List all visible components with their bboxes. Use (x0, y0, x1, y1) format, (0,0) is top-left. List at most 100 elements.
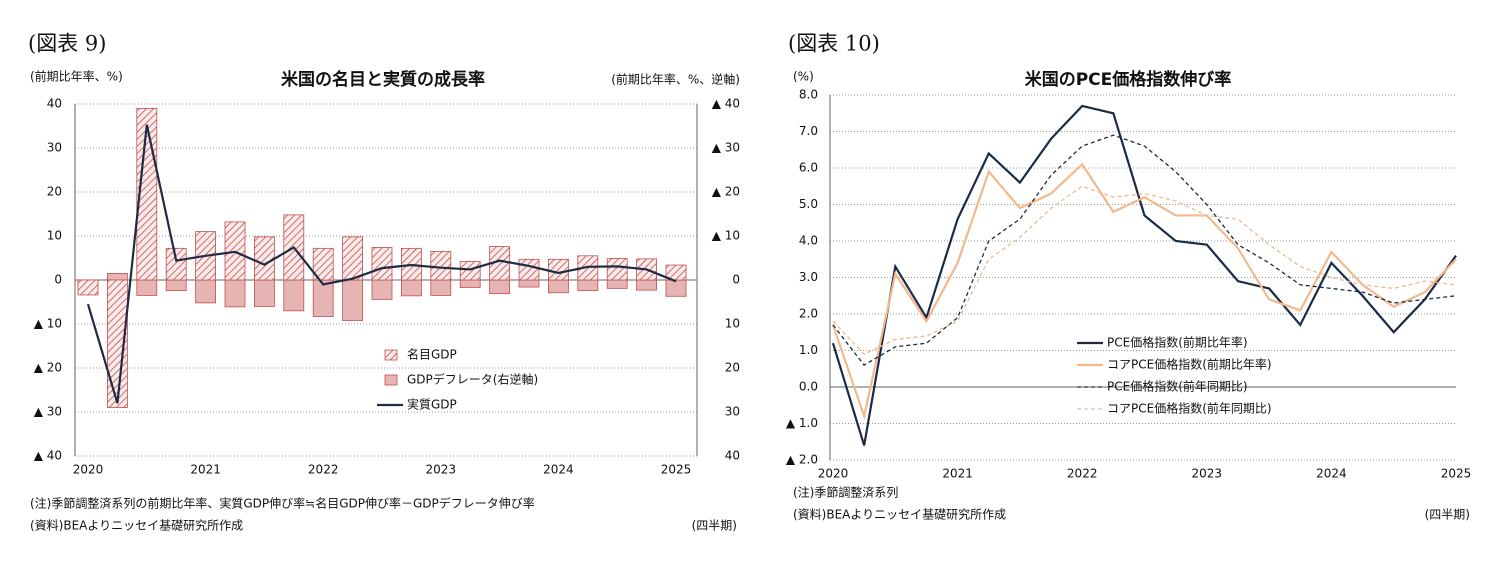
y-tick-label: 6.0 (799, 161, 818, 175)
y-tick-label: 1.0 (799, 343, 818, 357)
x-tick-label: 2023 (426, 463, 457, 477)
y2-tick-label: 20 (725, 361, 740, 375)
y2-tick-label: ▲ 20 (712, 185, 740, 199)
bar (606, 279, 628, 289)
bar (342, 279, 364, 321)
bar (342, 236, 364, 281)
x-tick-label: 2023 (1192, 467, 1223, 481)
bar (107, 272, 128, 281)
bar (195, 279, 217, 304)
y-tick-label: 4.0 (799, 234, 818, 248)
y-tick-label: 3.0 (799, 270, 818, 284)
y-axis-label: (%) (793, 70, 814, 84)
y-tick-label: ▲ 10 (34, 317, 62, 331)
y-axis-label: (前期比年率、%) (30, 69, 123, 84)
note: (注)季節調整済系列の前期比年率、実質GDP伸び率≒名目GDP伸び率－GDPデフ… (30, 496, 535, 511)
legend-label: 名目GDP (407, 347, 457, 362)
bar (253, 279, 275, 307)
x-tick-label: 2022 (308, 463, 339, 477)
chart-title: 米国のPCE価格指数伸び率 (1025, 69, 1232, 90)
bar (606, 258, 628, 281)
bar (283, 279, 305, 312)
line-series (832, 134, 1457, 366)
bar (518, 279, 540, 288)
legend-label: PCE価格指数(前年同期比) (1107, 379, 1248, 394)
bar (636, 279, 657, 291)
bar (665, 279, 687, 297)
bar (430, 279, 452, 296)
chart-title: 米国の名目と実質の成長率 (281, 69, 485, 90)
legend-swatch (384, 349, 398, 361)
y-tick-label: 0.0 (799, 380, 818, 394)
x-tick-label: 2022 (1067, 467, 1098, 481)
legend-label: コアPCE価格指数(前年同期比) (1107, 401, 1272, 416)
y2-tick-label: 10 (725, 317, 740, 331)
y-tick-label: 10 (47, 229, 62, 243)
y-tick-label: 8.0 (799, 88, 818, 102)
bar (577, 279, 599, 291)
bar (77, 279, 99, 296)
y2-tick-label: 0 (732, 273, 740, 287)
note: (資料)BEAよりニッセイ基礎研究所作成 (793, 507, 1006, 522)
legend-swatch (384, 374, 398, 386)
line-series (831, 104, 1457, 446)
bar (430, 250, 452, 281)
line-series (86, 124, 677, 404)
y-tick-label: 5.0 (799, 197, 818, 211)
bar (489, 279, 511, 295)
bar (165, 247, 187, 281)
legend-label: GDPデフレータ(右逆軸) (407, 372, 538, 387)
x-unit: (四半期) (1425, 508, 1470, 522)
x-tick-label: 2020 (818, 467, 849, 481)
y-tick-label: 2.0 (799, 307, 818, 321)
x-tick-label: 2024 (1316, 467, 1347, 481)
bar (371, 279, 393, 300)
x-unit: (四半期) (692, 519, 737, 533)
y-tick-label: ▲ 2.0 (786, 453, 818, 467)
bar (253, 236, 275, 281)
figure-label: (図表 9) (28, 32, 106, 56)
note: (注)季節調整済系列 (793, 485, 898, 500)
y-tick-label: ▲ 40 (34, 449, 62, 463)
y-tick-label: 30 (47, 141, 62, 155)
x-tick-label: 2024 (543, 463, 574, 477)
bar (548, 258, 569, 281)
note: (資料)BEAよりニッセイ基礎研究所作成 (30, 518, 243, 533)
y-tick-label: ▲ 30 (34, 405, 62, 419)
y-tick-label: ▲ 1.0 (786, 416, 818, 430)
y-tick-label: 7.0 (799, 124, 818, 138)
x-tick-label: 2025 (661, 463, 692, 477)
x-tick-label: 2025 (1441, 467, 1472, 481)
y2-tick-label: ▲ 10 (712, 229, 740, 243)
legend-label: 実質GDP (407, 397, 457, 412)
y2-tick-label: 40 (725, 449, 740, 463)
line-series (832, 185, 1457, 355)
x-tick-label: 2020 (73, 463, 104, 477)
y-tick-label: 40 (47, 97, 62, 111)
y2-axis-label: (前期比年率、%、逆軸) (611, 72, 740, 87)
bar (459, 279, 481, 288)
bar (107, 279, 128, 408)
bar (548, 279, 569, 294)
y2-tick-label: 30 (725, 405, 740, 419)
figure-label: (図表 10) (788, 32, 880, 56)
bar (665, 264, 687, 281)
y-tick-label: 20 (47, 185, 62, 199)
line-series (831, 162, 1457, 421)
y-tick-label: 0 (54, 273, 62, 287)
legend-label: PCE価格指数(前期比年率) (1107, 335, 1248, 350)
x-tick-label: 2021 (190, 463, 221, 477)
x-tick-label: 2021 (942, 467, 973, 481)
bar (371, 247, 393, 281)
legend-label: コアPCE価格指数(前期比年率) (1107, 357, 1272, 372)
y2-tick-label: ▲ 40 (712, 97, 740, 111)
bar (136, 279, 158, 296)
bar (518, 258, 540, 281)
y2-tick-label: ▲ 30 (712, 141, 740, 155)
y-tick-label: ▲ 20 (34, 361, 62, 375)
bar (459, 261, 481, 281)
bar (224, 279, 246, 308)
bar (165, 279, 187, 291)
bar (400, 279, 422, 297)
